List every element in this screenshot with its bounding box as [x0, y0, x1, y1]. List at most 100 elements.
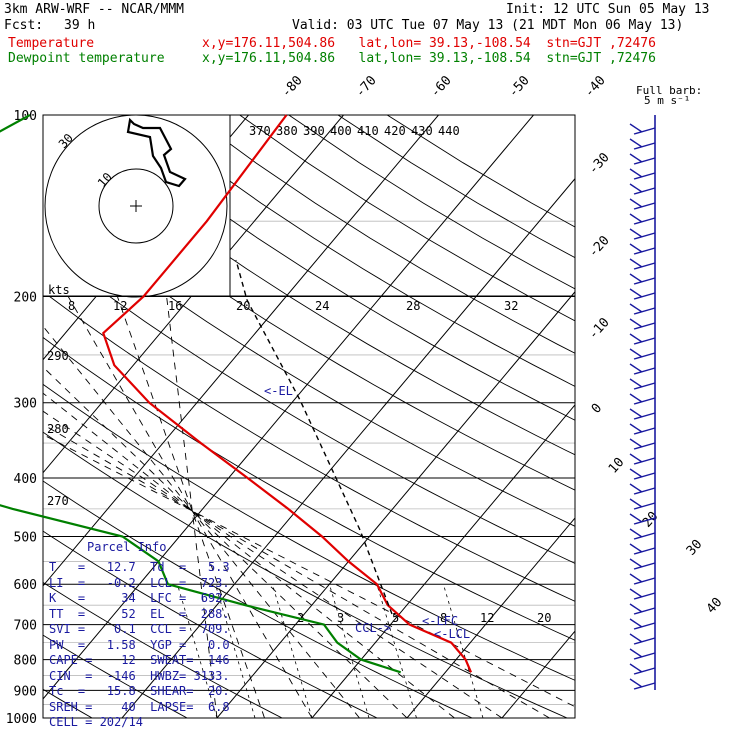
isotherm-label: 10 [606, 455, 628, 477]
forecast-hours: 39 h [64, 18, 96, 33]
isotherm-20 [501, 630, 575, 718]
dry-adiabat [43, 245, 575, 564]
hodograph-trace [126, 117, 187, 188]
mixing-ratio-line [214, 584, 256, 718]
wind-barb [629, 648, 656, 660]
isotherm-30 [597, 115, 740, 718]
isotherm-10 [406, 517, 575, 718]
temperature-profile-line [102, 114, 473, 673]
dry-adiabat [91, 115, 575, 421]
mixing-ratio-label: 12 [480, 611, 494, 625]
wind-barb [629, 318, 656, 330]
parcel-row: K = 34 LFC = 692. [49, 591, 230, 605]
dry-adiabat [43, 634, 188, 718]
wind-barb [629, 258, 656, 270]
parcel-row: LI = -0.2 LCL = 723. [49, 575, 230, 590]
init-time: Init: 12 UTC Sun 05 May 13 [506, 2, 710, 17]
dry-adiabat [141, 115, 575, 387]
dewpoint-legend: Dewpoint temperature [8, 51, 165, 66]
dry-adiabat [43, 581, 283, 718]
hodograph-speed-tick: 24 [315, 299, 329, 313]
lcl-annotation: <-LCL [434, 627, 470, 641]
dry-adiabat [43, 383, 575, 681]
pressure-label: 200 [14, 291, 37, 306]
isotherm-label: -60 [428, 73, 455, 100]
dewpoint-profile-line [0, 114, 402, 674]
parcel-path [235, 259, 393, 615]
mixing-ratio-line [376, 584, 417, 718]
dry-adiabat [43, 431, 568, 718]
wind-barb [629, 513, 656, 525]
wind-barb [629, 633, 656, 645]
wind-barb [629, 228, 656, 240]
hodograph-ring-10 [98, 168, 174, 244]
dewpoint-location: x,y=176.11,504.86 lat,lon= 39.13,-108.54… [202, 51, 656, 66]
parcel-row: PW = 1.58 YGP = 0.0 [49, 637, 230, 652]
temperature-location: x,y=176.11,504.86 lat,lon= 39.13,-108.54… [202, 36, 656, 51]
wind-barb [629, 528, 656, 540]
theta-e-label: 410 [357, 124, 379, 138]
hodograph-speed-tick: 12 [113, 299, 127, 313]
wind-barb [629, 303, 656, 315]
isotherm--40 [43, 115, 439, 587]
dry-adiabat [43, 336, 575, 641]
wind-barb [629, 663, 656, 675]
wind-barb [629, 588, 656, 600]
pressure-label: 500 [14, 530, 37, 545]
parcel-row: CELL = 202/14 [49, 715, 143, 729]
isotherm-label: -20 [586, 233, 613, 260]
plot-border [42, 114, 576, 719]
valid-time: Valid: 03 UTC Tue 07 May 13 (21 MDT Mon … [292, 18, 684, 33]
parcel-row: CAPE = 12 SWEAT= 146 [49, 653, 230, 667]
mixing-ratio-line [328, 584, 370, 718]
parcel-row: Tc = 15.8 SHEAR= 20. [49, 684, 230, 698]
pressure-label: 400 [14, 472, 37, 487]
wind-barb [629, 408, 656, 420]
pressure-label: 600 [14, 578, 37, 593]
theta-label: 280 [47, 422, 69, 436]
isotherm--20 [121, 177, 575, 718]
wind-barb [629, 348, 656, 360]
mixing-ratio-label: 3 [337, 611, 344, 625]
isotherm-label: 30 [684, 537, 706, 559]
isotherm-label: -40 [582, 73, 609, 100]
ccl-annotation: CCL-> [355, 621, 391, 635]
mixing-ratio-line [271, 584, 313, 718]
wind-barb [629, 498, 656, 510]
dry-adiabat [337, 115, 575, 259]
wind-barb [629, 543, 656, 555]
wind-barb [629, 378, 656, 390]
pressure-label: 1000 [6, 712, 37, 727]
theta-e-label: 370 [249, 124, 271, 138]
dry-adiabat [43, 157, 575, 491]
hodograph-speed-tick: 28 [406, 299, 420, 313]
pressure-label: 700 [14, 619, 37, 634]
hodograph-speed-label: kts [48, 283, 70, 297]
isotherm-label: 0 [589, 401, 605, 417]
theta-e-label: 400 [330, 124, 352, 138]
wind-barb [629, 168, 656, 180]
mixing-ratio-label: 8 [440, 611, 447, 625]
wind-barb [629, 423, 656, 435]
dry-adiabat [43, 530, 378, 718]
el-annotation: <-EL [264, 384, 293, 398]
theta-label: 270 [47, 494, 69, 508]
wind-barb [629, 603, 656, 615]
moist-adiabat [43, 366, 408, 718]
hodograph-speed-tick: 16 [168, 299, 182, 313]
mixing-ratio-line [176, 584, 218, 718]
wind-barb [629, 678, 656, 690]
theta-e-label: 390 [303, 124, 325, 138]
theta-e-label: 420 [384, 124, 406, 138]
parcel-row: SREH = 40 LAPSE= 6.8 [49, 699, 230, 714]
parcel-info-title: Parcel Info [87, 540, 167, 554]
isotherm-label: -70 [353, 73, 380, 100]
moist-adiabat [67, 296, 313, 718]
wind-barb [629, 558, 656, 570]
parcel-row: T = 12.7 Td = 5.3 [49, 560, 230, 574]
wind-barb [629, 333, 656, 345]
hodograph-ring-30 [44, 114, 228, 298]
hodograph-speed-tick: 8 [68, 299, 75, 313]
wind-barb [629, 243, 656, 255]
